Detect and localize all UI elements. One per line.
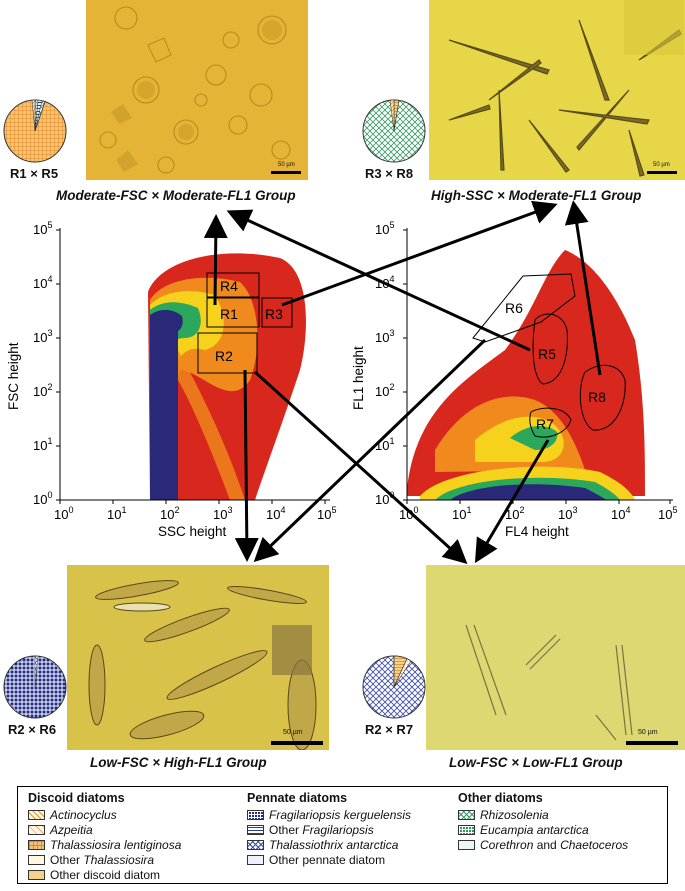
y-tick-label: 100 [33,490,52,507]
group-title-top-right: High-SSC × Moderate-FL1 Group [431,188,642,203]
cells-illustration [67,565,329,750]
y-axis-label: FSC height [6,342,21,410]
group-title-bottom-left: Low-FSC × High-FL1 Group [90,755,267,770]
micrograph-low-fsc-high-fl1: 50 µm [67,565,329,750]
legend: Discoid diatoms Actinocyclus Azpeitia Th… [17,786,668,884]
y-tick-label: 101 [33,436,52,453]
scale-bar-label: 50 µm [278,162,295,168]
micrograph-high-ssc-moderate-fl1: 50 µm [429,0,685,180]
scale-bar-label: 50 µm [638,729,658,736]
pie-label-r2-r7: R2 × R7 [365,722,414,737]
scale-bar-label: 50 µm [283,729,303,736]
micrograph-low-fsc-low-fl1: 50 µm [426,565,685,750]
cells-illustration [86,0,308,180]
legend-item: Other Thalassiosira [28,852,154,867]
y-tick-label: 103 [33,328,52,345]
x-tick-label: 105 [317,505,336,522]
x-tick-label: 100 [54,505,73,522]
y-tick-label: 105 [33,220,52,237]
gate-label: R3 [265,306,283,322]
legend-item: Actinocyclus [28,807,117,822]
legend-heading-discoid: Discoid diatoms [28,791,125,805]
legend-item: Eucampia antarctica [458,822,589,837]
x-tick-label: 101 [107,505,126,522]
x-tick-label: 105 [658,505,677,522]
legend-item: Rhizosolenia [458,807,549,822]
legend-item: Azpeitia [28,822,93,837]
x-tick-label: 104 [266,505,285,522]
y-tick-label: 105 [375,220,394,237]
y-tick-label: 104 [375,274,394,291]
y-tick-label: 102 [33,382,52,399]
group-title-top-left: Moderate-FSC × Moderate-FL1 Group [56,188,296,203]
x-tick-label: 102 [160,505,179,522]
legend-heading-other: Other diatoms [458,791,543,805]
y-tick-label: 103 [375,328,394,345]
pie-label-r1-r5: R1 × R5 [10,166,59,181]
gate-label: R1 [220,306,238,322]
x-tick-label: 102 [505,505,524,522]
scatter-ssc-fsc: R4 R1 R3 R2 100 101 102 103 104 105 100 … [6,220,336,539]
micrograph-moderate-fsc-moderate-fl1: 50 µm [86,0,308,180]
y-tick-label: 104 [33,274,52,291]
x-tick-label: 103 [558,505,577,522]
y-tick-label: 101 [375,436,394,453]
gate-label: R2 [215,348,233,364]
x-axis-label: FL4 height [505,524,569,539]
cells-illustration [426,565,685,750]
pie-r2-r6 [3,655,67,719]
y-axis-label: FL1 height [351,346,366,410]
legend-item: Other Fragilariopsis [247,822,374,837]
gate-label: R5 [538,346,556,362]
gate-label: R6 [505,300,523,316]
legend-item: Fragilariopsis kerguelensis [247,807,411,822]
pie-r1-r5 [3,99,67,163]
x-tick-label: 104 [611,505,630,522]
legend-heading-pennate: Pennate diatoms [247,791,348,805]
x-tick-label: 103 [213,505,232,522]
x-axis-label: SSC height [158,524,227,539]
scale-bar-label: 50 µm [653,162,670,168]
legend-item: Other discoid diatom [28,867,160,882]
scatter-fl4-fl1: R6 R5 R8 R7 100 101 102 103 104 105 100 … [351,220,677,539]
legend-item: Corethron and Chaetoceros [458,837,628,852]
x-tick-label: 100 [399,505,418,522]
pie-label-r2-r6: R2 × R6 [8,722,57,737]
y-tick-label: 102 [375,382,394,399]
cells-illustration [429,0,685,180]
pie-r2-r7 [362,655,426,719]
density-cloud [407,250,645,500]
group-title-bottom-right: Low-FSC × Low-FL1 Group [449,755,623,770]
gate-label: R4 [220,278,238,294]
pie-r3-r8 [362,99,426,163]
legend-item: Other pennate diatom [247,852,385,867]
legend-item: Thalassiothrix antarctica [247,837,398,852]
x-tick-label: 101 [452,505,471,522]
gate-label: R7 [536,416,554,432]
legend-item: Thalassiosira lentiginosa [28,837,181,852]
pie-label-r3-r8: R3 × R8 [365,166,414,181]
gate-label: R8 [588,389,606,405]
y-tick-label: 100 [375,490,394,507]
